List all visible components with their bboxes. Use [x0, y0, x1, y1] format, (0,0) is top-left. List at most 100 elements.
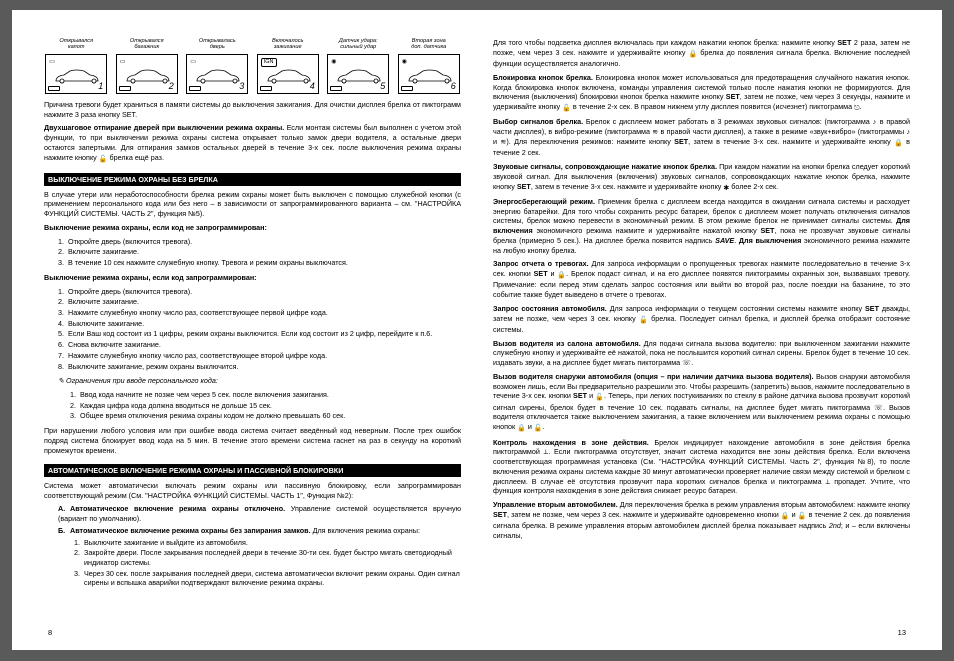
- icon-number: 3: [239, 80, 244, 92]
- icon-box: ◉ 6: [398, 54, 460, 94]
- lock-icon: 🔒: [894, 139, 903, 148]
- list-item: Выключите зажигание, режим охраны выключ…: [66, 362, 461, 372]
- right-column: Для того чтобы подсветка дисплея включал…: [493, 38, 910, 632]
- icon-box: ▭ 3: [186, 54, 248, 94]
- icon-bottom-bar: [260, 86, 272, 91]
- car-icon: [125, 67, 171, 85]
- icon-top-indicator: ▭: [190, 58, 196, 66]
- page-number-right: 13: [898, 628, 906, 638]
- list-item: В течение 10 сек нажмите служебную кнопк…: [66, 258, 461, 268]
- heading-disarm-without-remote: ВЫКЛЮЧЕНИЕ РЕЖИМА ОХРАНЫ БЕЗ БРЕЛКА: [44, 173, 461, 186]
- limitations-head: ✎ Ограничения при вводе персонального ко…: [58, 376, 461, 386]
- keylock-icon: ⎋: [854, 104, 860, 113]
- list-limitations: Ввод кода начните не позже чем через 5 с…: [78, 390, 461, 422]
- para-memory: Причина тревоги будет храниться в памяти…: [44, 100, 461, 119]
- ignition-icon: IGN: [261, 58, 277, 67]
- para-backlight: Для того чтобы подсветка дисплея включал…: [493, 38, 910, 69]
- car-icon-row: Открывалсякапот ▭ 1 Открывалсябагажник ▭…: [44, 38, 461, 94]
- option-b: Б.Автоматическое включение режима охраны…: [58, 526, 461, 536]
- left-column: Открывалсякапот ▭ 1 Открывалсябагажник ▭…: [44, 38, 461, 632]
- list-item: Выключите зажигание и выйдите из автомоб…: [82, 538, 461, 548]
- unlock-icon: 🔓: [562, 104, 571, 113]
- list-item: Если Ваш код состоит из 1 цифры, режим о…: [66, 329, 461, 339]
- para-alarm-report: Запрос отчета о тревогах. Для запроса ин…: [493, 259, 910, 300]
- car-icon: [266, 67, 312, 85]
- list-no-code: Откройте дверь (включится тревога). Вклю…: [66, 237, 461, 269]
- car-icon: [336, 67, 382, 85]
- para-auto-intro: Система может автоматически включать реж…: [44, 481, 461, 500]
- icon-top-indicator: ▭: [49, 58, 55, 66]
- icon-cell: Открываласьдверь ▭ 3: [185, 38, 250, 94]
- icon-bottom-bar: [119, 86, 131, 91]
- icon-box: ▭ 2: [116, 54, 178, 94]
- para-call-outside: Вызов водителя снаружи автомобиля (опция…: [493, 372, 910, 434]
- lock-icon: 🔒: [557, 271, 566, 280]
- icon-number: 6: [451, 80, 456, 92]
- icon-cell: Открывалсябагажник ▭ 2: [115, 38, 180, 94]
- list-item: Закройте двери. После закрывания последн…: [82, 548, 461, 567]
- list-item: Включите зажигание.: [66, 247, 461, 257]
- icon-caption: Открываласьдверь: [199, 38, 236, 52]
- car-icon: [407, 67, 453, 85]
- call-icon: ☏: [682, 358, 691, 367]
- list-with-code: Откройте дверь (включится тревога). Вклю…: [66, 287, 461, 373]
- icon-cell: Открывалсякапот ▭ 1: [44, 38, 109, 94]
- car-icon: [54, 67, 100, 85]
- list-item: Откройте дверь (включится тревога).: [66, 237, 461, 247]
- para-two-step: Двухшаговое отпирание дверей при выключе…: [44, 123, 461, 164]
- option-a: А.Автоматическое включение режима охраны…: [58, 504, 461, 523]
- list-option-b: Выключите зажигание и выйдите из автомоб…: [82, 538, 461, 590]
- para-powersave: Энергосберегающий режим. Приемник брелка…: [493, 197, 910, 255]
- para-wrong-code: При нарушении любого условия или при оши…: [44, 426, 461, 455]
- para-range-check: Контроль нахождения в зоне действия. Бре…: [493, 438, 910, 496]
- page-number-left: 8: [48, 628, 52, 638]
- list-item: Включите зажигание.: [66, 297, 461, 307]
- heading-auto-arm: АВТОМАТИЧЕСКОЕ ВКЛЮЧЕНИЕ РЕЖИМА ОХРАНЫ И…: [44, 464, 461, 477]
- icon-number: 2: [169, 80, 174, 92]
- icon-caption: Открывалсякапот: [59, 38, 93, 52]
- sound-icon: ♪: [906, 127, 910, 136]
- subhead-no-code: Выключение режима охраны, если код не за…: [44, 223, 461, 233]
- unlock-icon: 🔓: [534, 424, 543, 433]
- unlock-icon: 🔓: [639, 316, 648, 325]
- icon-box: IGN 4: [257, 54, 319, 94]
- icon-cell: Датчик удара:сильный удар ◉ 5: [326, 38, 391, 94]
- lock-icon: 🔒: [781, 512, 790, 521]
- icon-bottom-bar: [401, 86, 413, 91]
- icon-number: 5: [380, 80, 385, 92]
- icon-top-indicator: ▭: [120, 58, 126, 66]
- list-item: Нажмите служебную кнопку число раз, соот…: [66, 308, 461, 318]
- list-item: Выключите зажигание.: [66, 319, 461, 329]
- second-label: 2nd: [829, 521, 841, 530]
- para-keysound: Звуковые сигналы, сопровождающие нажатие…: [493, 162, 910, 193]
- icon-bottom-bar: [48, 86, 60, 91]
- lock-icon: 🔒: [517, 424, 526, 433]
- car-icon: [195, 67, 241, 85]
- unlock-icon: 🔓: [595, 393, 604, 402]
- list-item: Через 30 сек. после закрывания последней…: [82, 569, 461, 588]
- list-item: Общее время отключения режима охраны код…: [78, 411, 461, 421]
- para-call-inside: Вызов водителя из салона автомобиля. Для…: [493, 339, 910, 368]
- para-second-car: Управление вторым автомобилем. Для перек…: [493, 500, 910, 541]
- page-sheet: Открывалсякапот ▭ 1 Открывалсябагажник ▭…: [12, 10, 942, 650]
- icon-caption: Датчик удара:сильный удар: [339, 38, 378, 52]
- list-item: Ввод кода начните не позже чем через 5 с…: [78, 390, 461, 400]
- para-status-request: Запрос состояния автомобиля. Для запроса…: [493, 304, 910, 335]
- icon-caption: Вторая зонадоп. датчика: [411, 38, 446, 52]
- save-label: SAVE: [715, 236, 734, 245]
- para-lost-remote: В случае утери или неработоспособности б…: [44, 190, 461, 219]
- icon-number: 4: [310, 80, 315, 92]
- icon-box: ◉ 5: [327, 54, 389, 94]
- list-item: Снова включите зажигание.: [66, 340, 461, 350]
- para-signal-mode: Выбор сигналов брелка. Брелок с дисплеем…: [493, 117, 910, 158]
- para-keylock: Блокировка кнопок брелка. Блокировка кно…: [493, 73, 910, 114]
- list-item: Каждая цифра кода должна вводиться не до…: [78, 401, 461, 411]
- lock-icon: 🔒: [688, 50, 697, 59]
- icon-cell: Вторая зонадоп. датчика ◉ 6: [397, 38, 462, 94]
- sensor-icon: ◉: [402, 58, 407, 66]
- subhead-with-code: Выключение режима охраны, если код запро…: [44, 273, 461, 283]
- icon-bottom-bar: [330, 86, 342, 91]
- sensor-icon: ◉: [331, 58, 336, 66]
- icon-caption: Открывалсябагажник: [130, 38, 164, 52]
- icon-cell: Включалосьзажигание IGN 4: [256, 38, 321, 94]
